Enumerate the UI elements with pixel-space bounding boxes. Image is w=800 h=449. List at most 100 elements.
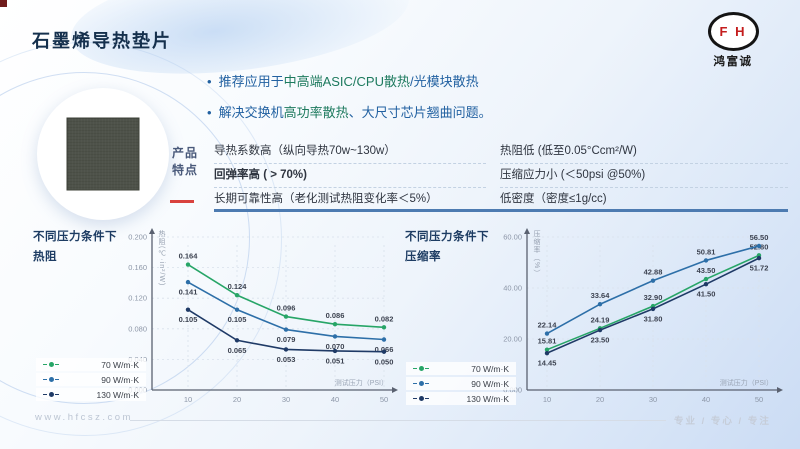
legend-row: 70 W/m·K: [406, 362, 516, 375]
features-label-line1: 产品: [172, 146, 199, 160]
bullet-text: /光模块散热: [409, 74, 479, 89]
legend-marker-icon: [413, 396, 429, 401]
svg-text:22.14: 22.14: [538, 321, 558, 330]
svg-text:测试压力（PSI）: 测试压力（PSI）: [720, 378, 773, 387]
svg-text:60.00: 60.00: [503, 233, 522, 242]
legend-label: 130 W/m·K: [96, 389, 139, 400]
thermal-resistance-chart: 0.2000.1600.1200.0800.0400.0001020304050…: [115, 224, 400, 416]
svg-text:测试压力（PSI）: 测试压力（PSI）: [335, 378, 388, 387]
feature-cell: 导热系数高（纵向导热70w~130w）: [214, 140, 486, 164]
svg-text:30: 30: [649, 395, 657, 404]
svg-text:0.080: 0.080: [128, 324, 147, 333]
bullet-text: 解决交换机: [218, 105, 284, 120]
svg-text:0.120: 0.120: [128, 294, 147, 303]
svg-text:50: 50: [380, 395, 388, 404]
svg-text:24.19: 24.19: [591, 315, 610, 324]
corner-accent-square: [0, 0, 7, 7]
legend-marker-icon: [43, 392, 59, 397]
compression-chart-title-line2: 压缩率: [405, 250, 441, 263]
feature-row: 导热系数高（纵向导热70w~130w） 热阻低 (低至0.05°Ccm²/W): [214, 140, 788, 164]
svg-text:0.070: 0.070: [326, 342, 345, 351]
legend-label: 70 W/m·K: [471, 363, 509, 374]
legend-marker-icon: [43, 377, 59, 382]
feature-cell: 热阻低 (低至0.05°Ccm²/W): [500, 140, 788, 164]
svg-text:0.105: 0.105: [179, 315, 198, 324]
svg-text:30: 30: [282, 395, 290, 404]
thermal-chart-title-line2: 热阻: [33, 250, 57, 263]
svg-text:14.45: 14.45: [538, 359, 557, 368]
feature-cell: 回弹率高 ( > 70%): [214, 164, 486, 188]
legend-label: 130 W/m·K: [466, 393, 509, 404]
compression-chart-legend: 70 W/m·K 90 W/m·K 130 W/m·K: [406, 362, 516, 405]
bullet-text: 、大尺寸芯片翘曲问题。: [348, 105, 492, 120]
svg-text:0.082: 0.082: [375, 314, 394, 323]
svg-text:20.00: 20.00: [503, 335, 522, 344]
svg-text:10: 10: [184, 395, 192, 404]
bullet-text: 推荐应用于: [218, 74, 284, 89]
logo-company-name: 鸿富诚: [713, 56, 753, 68]
legend-row: 90 W/m·K: [36, 373, 146, 386]
svg-text:0.086: 0.086: [326, 311, 345, 320]
logo-ellipse-icon: F H: [707, 12, 759, 51]
thermal-chart-title: 不同压力条件下 热阻: [33, 228, 117, 267]
legend-row: 70 W/m·K: [36, 358, 146, 371]
bullet-dot-icon: •: [207, 105, 212, 120]
bullet-item: • 解决交换机高功率散热、大尺寸芯片翘曲问题。: [207, 97, 492, 128]
legend-label: 90 W/m·K: [471, 378, 509, 389]
company-logo: F H 鸿富诚: [701, 12, 765, 69]
logo-letters: F H: [719, 24, 747, 39]
legend-row: 130 W/m·K: [406, 392, 516, 405]
svg-text:40.00: 40.00: [503, 284, 522, 293]
svg-text:0.164: 0.164: [179, 252, 199, 261]
svg-text:0.141: 0.141: [179, 288, 198, 297]
feature-row: 长期可靠性高（老化测试热阻变化率＜5%） 低密度（密度≤1g/cc): [214, 188, 788, 211]
svg-text:33.64: 33.64: [591, 291, 611, 300]
svg-text:0.160: 0.160: [128, 263, 147, 272]
legend-row: 130 W/m·K: [36, 388, 146, 401]
application-bullets: • 推荐应用于中高端ASIC/CPU散热/光模块散热 • 解决交换机高功率散热、大尺…: [207, 66, 492, 128]
svg-text:43.50: 43.50: [697, 266, 716, 275]
svg-text:0.066: 0.066: [375, 345, 394, 354]
website-url: www.hfcsz.com: [35, 412, 133, 423]
bullet-dot-icon: •: [207, 74, 212, 89]
compression-rate-chart: 60.00 40.00 20.00 0.000 10 20 30 40 50 测试压力（PSI） 1…: [495, 224, 795, 416]
bullet-item: • 推荐应用于中高端ASIC/CPU散热/光模块散热: [207, 66, 492, 97]
features-red-accent: [170, 200, 194, 203]
svg-text:0.096: 0.096: [277, 304, 296, 313]
svg-text:51.72: 51.72: [750, 264, 769, 273]
svg-text:56.50: 56.50: [750, 233, 769, 242]
svg-text:50: 50: [755, 395, 763, 404]
graphene-pad-image: [66, 117, 140, 191]
legend-label: 70 W/m·K: [101, 359, 139, 370]
bullet-highlight: 高功率散热: [283, 105, 349, 120]
svg-text:15.81: 15.81: [538, 337, 557, 346]
page-title: 石墨烯导热垫片: [32, 31, 172, 51]
feature-cell: 压缩应力小 (＜50psi @50%): [500, 164, 788, 188]
svg-text:0.065: 0.065: [228, 346, 247, 355]
svg-text:10: 10: [543, 395, 551, 404]
legend-marker-icon: [413, 381, 429, 386]
svg-text:20: 20: [596, 395, 604, 404]
svg-text:0.053: 0.053: [277, 355, 296, 364]
footer-slogan: 专业 / 专心 / 专注: [674, 416, 771, 427]
svg-text:32.90: 32.90: [644, 293, 663, 302]
svg-text:0.124: 0.124: [228, 282, 248, 291]
svg-text:40: 40: [702, 395, 710, 404]
product-photo-circle: [37, 88, 169, 220]
compression-chart-title-line1: 不同压力条件下: [405, 231, 489, 243]
svg-text:0.079: 0.079: [277, 335, 296, 344]
legend-marker-icon: [413, 366, 429, 371]
svg-text:0.051: 0.051: [326, 356, 345, 365]
compression-y-axis-label: 压缩率（%）: [533, 230, 540, 278]
thermal-chart-title-line1: 不同压力条件下: [33, 231, 117, 243]
svg-text:50.81: 50.81: [697, 247, 716, 256]
feature-cell: 低密度（密度≤1g/cc): [500, 193, 607, 205]
thermal-y-axis-label: 热阻(℃·in²/W): [158, 230, 165, 287]
features-label: 产品 特点: [172, 145, 198, 180]
svg-text:42.88: 42.88: [644, 268, 663, 277]
legend-label: 90 W/m·K: [101, 374, 139, 385]
svg-text:20: 20: [233, 395, 241, 404]
svg-text:0.050: 0.050: [375, 357, 394, 366]
feature-row: 回弹率高 ( > 70%) 压缩应力小 (＜50psi @50%): [214, 164, 788, 188]
